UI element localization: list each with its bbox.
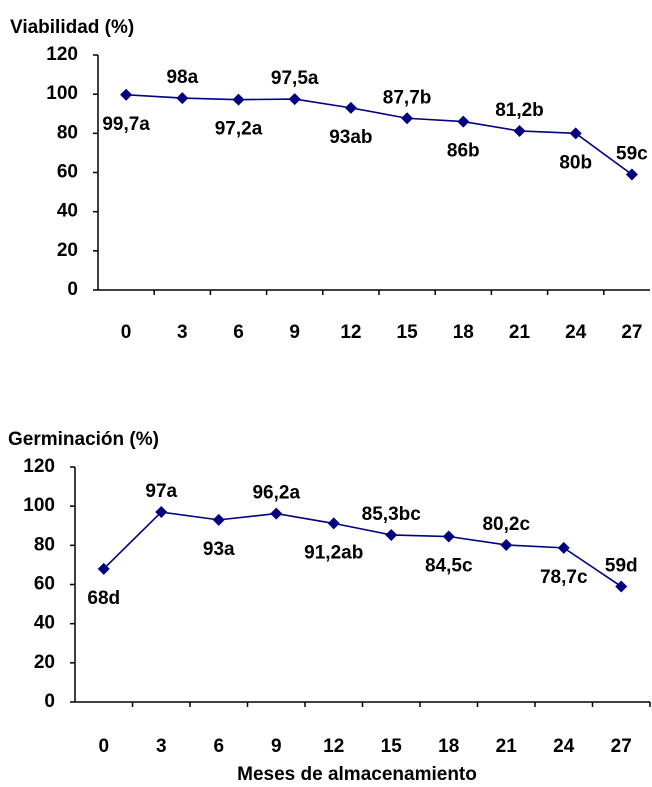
x-tick-label: 6 [213, 736, 224, 757]
point [212, 513, 225, 526]
x-tick-label: 24 [553, 736, 575, 757]
data-line [103, 511, 622, 588]
data-label: 93ab [329, 127, 372, 148]
data-label: 78,7c [540, 567, 588, 588]
point [625, 168, 638, 181]
point [270, 507, 283, 520]
data-line [126, 93, 633, 176]
x-tick-label: 24 [565, 322, 587, 343]
point [401, 112, 414, 125]
x-tick-label: 21 [496, 736, 518, 757]
y-tick-label: 100 [23, 495, 55, 516]
x-tick-label: 27 [621, 322, 642, 343]
point [232, 93, 245, 106]
point [457, 115, 470, 128]
point [288, 93, 301, 106]
data-label: 84,5c [425, 556, 473, 577]
x-tick-label: 3 [156, 736, 167, 757]
x-tick-label: 27 [611, 736, 632, 757]
point [344, 101, 357, 114]
x-tick-label: 6 [233, 322, 244, 343]
data-label: 93a [203, 539, 235, 560]
y-tick-label: 120 [46, 44, 78, 65]
x-tick-label: 18 [453, 322, 474, 343]
y-tick-label: 60 [34, 574, 55, 595]
x-tick-label: 18 [438, 736, 459, 757]
x-tick-label: 12 [340, 322, 361, 343]
data-label: 85,3bc [362, 504, 422, 525]
x-tick-label: 9 [289, 322, 300, 343]
point [500, 538, 513, 551]
y-tick-label: 100 [46, 83, 78, 104]
data-label: 68d [87, 588, 120, 609]
y-tick-label: 80 [57, 122, 78, 143]
y-tick-label: 0 [44, 691, 55, 712]
point [327, 517, 340, 530]
x-tick-label: 9 [271, 736, 282, 757]
data-label: 80,2c [482, 514, 530, 535]
data-label: 99,7a [102, 114, 150, 135]
x-tick-label: 21 [509, 322, 531, 343]
data-label: 86b [447, 141, 480, 162]
data-label: 91,2ab [304, 542, 363, 563]
data-label: 59c [616, 143, 648, 164]
point [176, 92, 189, 105]
data-label: 97,5a [271, 68, 319, 89]
chart-title: Viabilidad (%) [10, 17, 134, 38]
data-label: 80b [559, 152, 592, 173]
chart-title: Germinación (%) [8, 429, 159, 450]
x-tick-label: 15 [381, 736, 403, 757]
data-label: 59d [605, 555, 638, 576]
data-label: 96,2a [252, 483, 300, 504]
data-label: 97a [145, 481, 177, 502]
data-label: 98a [166, 67, 198, 88]
x-axis-label: Meses de almacenamiento [237, 764, 477, 785]
point [97, 562, 110, 575]
point [513, 124, 526, 137]
point [569, 127, 582, 140]
point [120, 88, 133, 101]
y-tick-label: 40 [57, 201, 78, 222]
point [155, 506, 168, 519]
x-tick-label: 12 [323, 736, 344, 757]
y-tick-label: 20 [34, 652, 55, 673]
point [557, 541, 570, 554]
x-tick-label: 15 [397, 322, 419, 343]
y-tick-label: 40 [34, 613, 55, 634]
data-label: 97,2a [215, 119, 263, 140]
data-label: 81,2b [495, 100, 544, 121]
x-tick-label: 0 [121, 322, 132, 343]
y-tick-label: 120 [23, 456, 55, 477]
y-tick-label: 0 [67, 279, 78, 300]
x-tick-label: 0 [98, 736, 109, 757]
y-tick-label: 80 [34, 534, 55, 555]
y-tick-label: 20 [57, 240, 78, 261]
data-label: 87,7b [383, 87, 432, 108]
x-tick-label: 3 [177, 322, 188, 343]
point [385, 528, 398, 541]
point [615, 580, 628, 593]
y-tick-label: 60 [57, 162, 78, 183]
point [442, 530, 455, 543]
